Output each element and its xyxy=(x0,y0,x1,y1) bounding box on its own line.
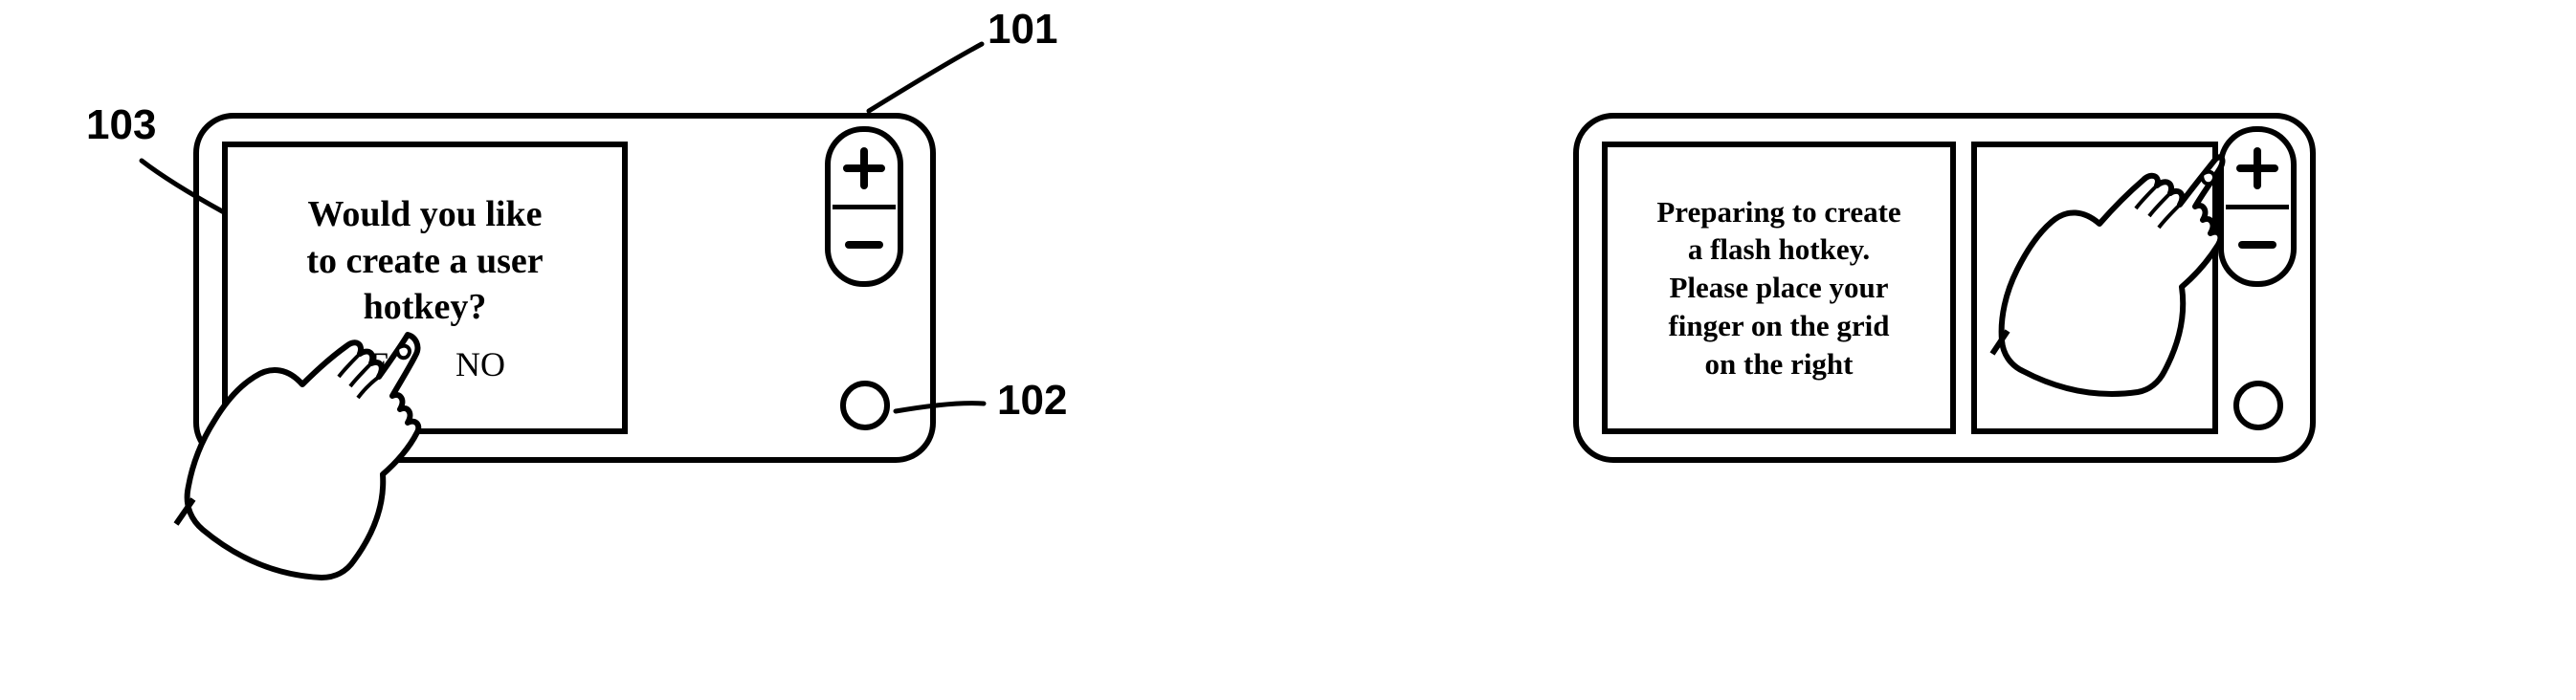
device-right-touch-grid[interactable] xyxy=(1971,142,2218,434)
zoom-in-button[interactable] xyxy=(831,132,898,205)
prompt-line: hotkey? xyxy=(306,284,543,331)
prompt-line: on the right xyxy=(1656,345,1900,383)
prompt-line: Would you like xyxy=(306,191,543,238)
no-button[interactable]: NO xyxy=(455,344,505,384)
yes-button[interactable]: YES xyxy=(344,344,410,384)
prompt-line: finger on the grid xyxy=(1656,307,1900,345)
minus-icon xyxy=(2236,224,2278,266)
prompt-line: Please place your xyxy=(1656,269,1900,307)
figure-canvas: 101 102 103 Would you like to create a u… xyxy=(0,0,2576,700)
zoom-rocker-left[interactable] xyxy=(825,126,903,287)
callout-102: 102 xyxy=(997,377,1067,425)
prompt-text-right: Preparing to create a flash hotkey. Plea… xyxy=(1656,193,1900,383)
device-left-screen[interactable]: Would you like to create a user hotkey? … xyxy=(222,142,628,434)
minus-icon xyxy=(843,224,885,266)
prompt-text-left: Would you like to create a user hotkey? xyxy=(306,191,543,331)
shutter-button-left[interactable] xyxy=(840,381,890,430)
prompt-line: a flash hotkey. xyxy=(1656,230,1900,269)
plus-icon xyxy=(843,147,885,189)
zoom-out-button[interactable] xyxy=(2224,209,2291,282)
callout-101: 101 xyxy=(988,6,1057,54)
zoom-in-button[interactable] xyxy=(2224,132,2291,205)
device-right-screen-left: Preparing to create a flash hotkey. Plea… xyxy=(1602,142,1956,434)
callout-103: 103 xyxy=(86,101,156,149)
shutter-button-right[interactable] xyxy=(2233,381,2283,430)
plus-icon xyxy=(2236,147,2278,189)
leader-101 xyxy=(869,44,982,111)
zoom-rocker-right[interactable] xyxy=(2218,126,2297,287)
zoom-out-button[interactable] xyxy=(831,209,898,282)
prompt-line: Preparing to create xyxy=(1656,193,1900,231)
prompt-line: to create a user xyxy=(306,238,543,285)
